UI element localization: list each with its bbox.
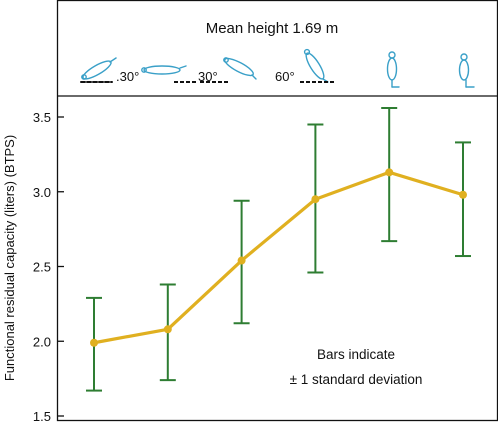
mean-point	[237, 256, 246, 265]
angle-label-head-up-30: 30°	[198, 69, 218, 84]
mean-point	[459, 190, 467, 199]
posture-icons	[80, 48, 475, 88]
y-tick-label: 1.5	[33, 409, 51, 422]
y-axis-label: Functional residual capacity (liters) (B…	[2, 135, 17, 381]
mean-line	[93, 170, 464, 345]
y-axis-ticks: 1.5 2.0 2.5 3.0 3.5	[33, 110, 64, 422]
head-up-30-icon	[223, 57, 257, 80]
sitting-icon	[458, 53, 475, 88]
mean-point	[311, 195, 320, 204]
angle-label-head-down: .30°	[116, 69, 139, 84]
annotation-line-1: Bars indicate	[317, 347, 395, 362]
y-tick-label: 2.5	[33, 260, 51, 275]
mean-point	[385, 168, 394, 177]
head-down-30-icon	[80, 57, 117, 83]
mean-point	[90, 338, 98, 347]
mean-point	[163, 325, 172, 334]
angle-label-head-up-60: 60°	[275, 69, 295, 84]
chart-title: Mean height 1.69 m	[206, 20, 339, 37]
upright-icon	[386, 51, 400, 88]
supine-icon	[141, 65, 187, 75]
y-tick-label: 3.0	[33, 185, 51, 200]
annotation-line-2: ± 1 standard deviation	[290, 372, 423, 387]
y-tick-label: 2.0	[33, 334, 51, 349]
series-line	[90, 168, 467, 347]
y-tick-label: 3.5	[33, 110, 51, 125]
chart-frame	[56, 0, 498, 422]
error-bars	[86, 107, 471, 392]
head-up-60-icon	[303, 48, 329, 83]
